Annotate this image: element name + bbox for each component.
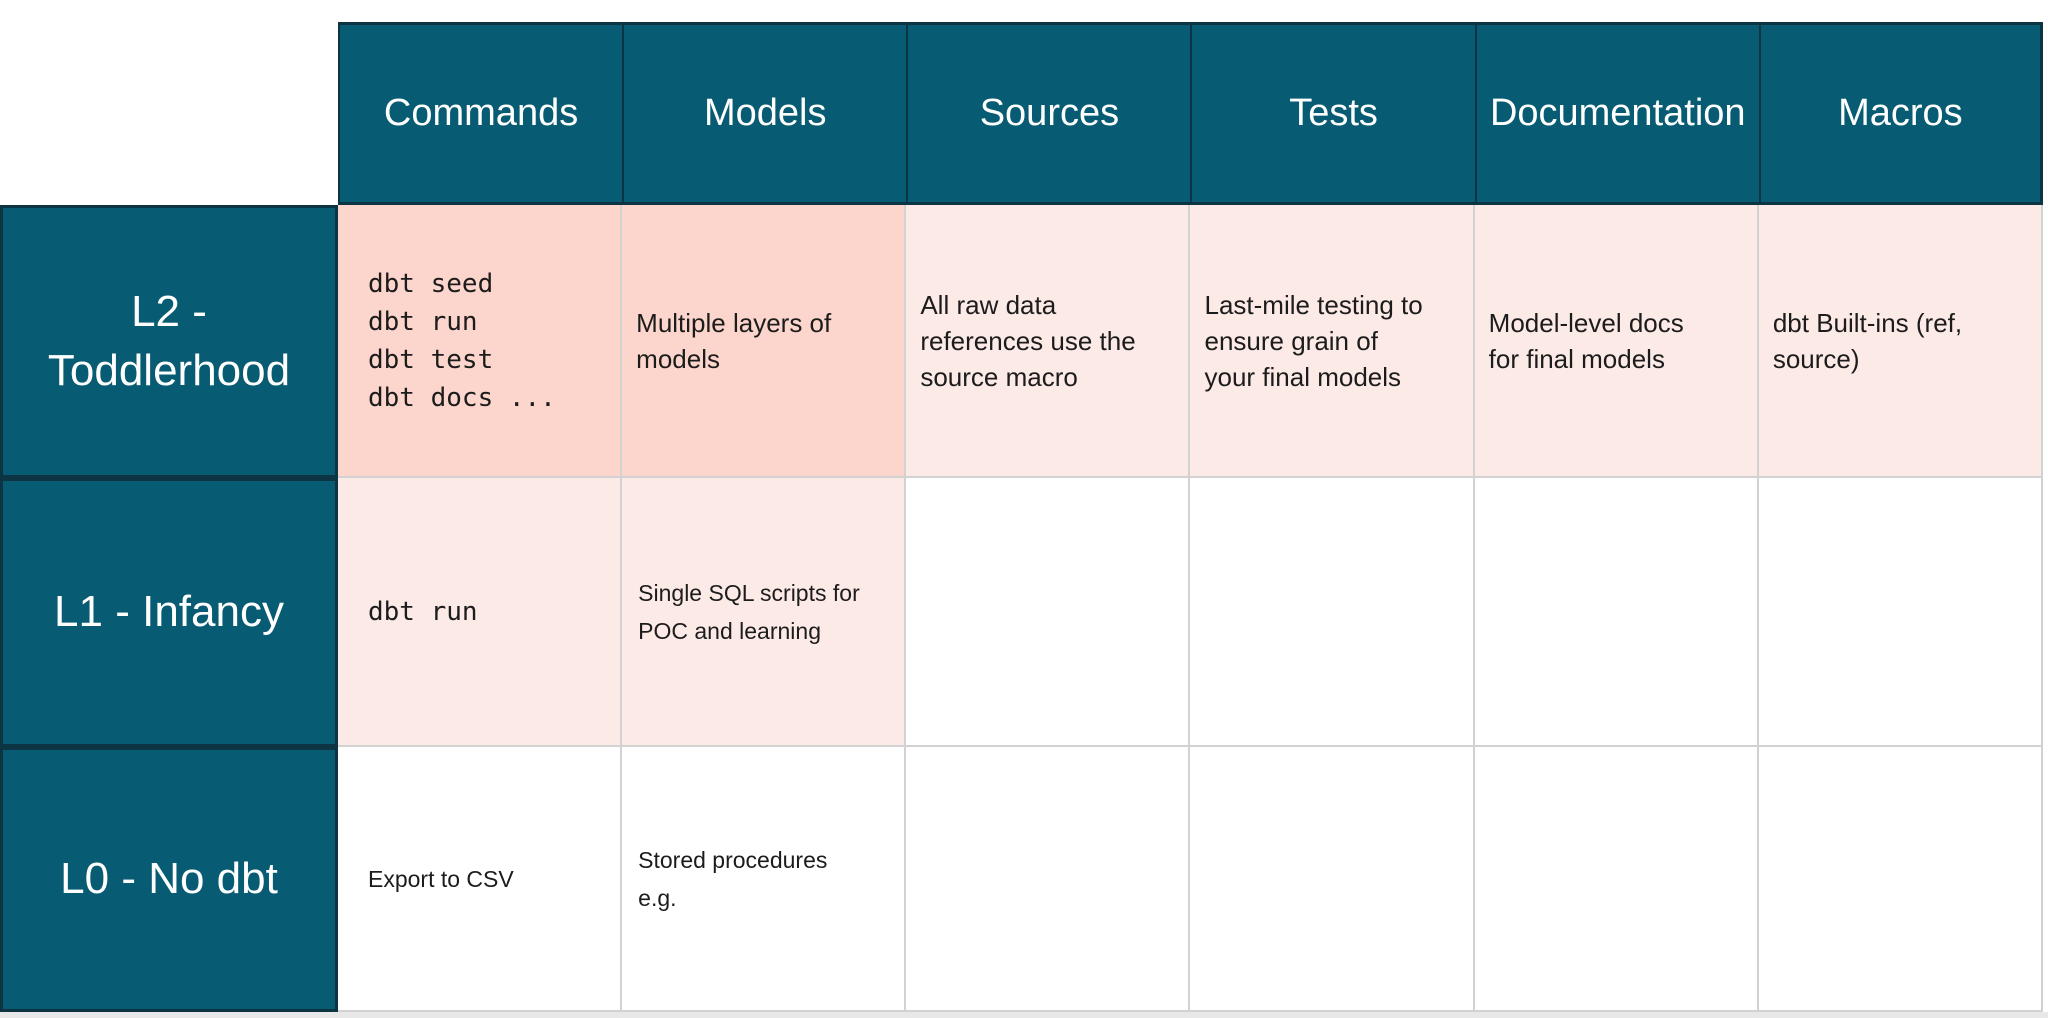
column-header-sources: Sources bbox=[906, 22, 1191, 205]
cell-l1-models: Single SQL scripts for POC and learning bbox=[622, 478, 907, 747]
column-header-documentation: Documentation bbox=[1474, 22, 1759, 205]
cell-l2-documentation: Model-level docs for final models bbox=[1474, 205, 1759, 478]
row-header-l2-toddlerhood: L2 - Toddlerhood bbox=[0, 205, 338, 478]
cell-l0-macros bbox=[1758, 747, 2043, 1012]
cell-l1-documentation bbox=[1474, 478, 1759, 747]
cell-l2-models: Multiple layers of models bbox=[622, 205, 907, 478]
row-header-l0-no-dbt: L0 - No dbt bbox=[0, 747, 338, 1012]
column-header-tests: Tests bbox=[1190, 22, 1475, 205]
cell-l0-tests bbox=[1190, 747, 1475, 1012]
maturity-table: Commands Models Sources Tests Documentat… bbox=[0, 22, 2043, 1012]
cell-l1-tests bbox=[1190, 478, 1475, 747]
column-header-commands: Commands bbox=[338, 22, 623, 205]
corner-cell bbox=[0, 22, 338, 205]
cell-l2-sources: All raw data references use the source m… bbox=[906, 205, 1191, 478]
column-header-macros: Macros bbox=[1758, 22, 2043, 205]
cell-l1-sources bbox=[906, 478, 1191, 747]
column-header-models: Models bbox=[622, 22, 907, 205]
cell-l2-commands: dbt seed dbt run dbt test dbt docs ... bbox=[338, 205, 623, 478]
cell-l0-commands: Export to CSV bbox=[338, 747, 623, 1012]
bottom-edge-strip bbox=[0, 1012, 2048, 1018]
cell-l1-macros bbox=[1758, 478, 2043, 747]
cell-l1-commands: dbt run bbox=[338, 478, 623, 747]
cell-l0-documentation bbox=[1474, 747, 1759, 1012]
cell-l2-macros: dbt Built-ins (ref, source) bbox=[1758, 205, 2043, 478]
row-header-l1-infancy: L1 - Infancy bbox=[0, 478, 338, 747]
cell-l0-sources bbox=[906, 747, 1191, 1012]
cell-l2-tests: Last-mile testing to ensure grain of you… bbox=[1190, 205, 1475, 478]
cell-l0-models: Stored procedures e.g. bbox=[622, 747, 907, 1012]
